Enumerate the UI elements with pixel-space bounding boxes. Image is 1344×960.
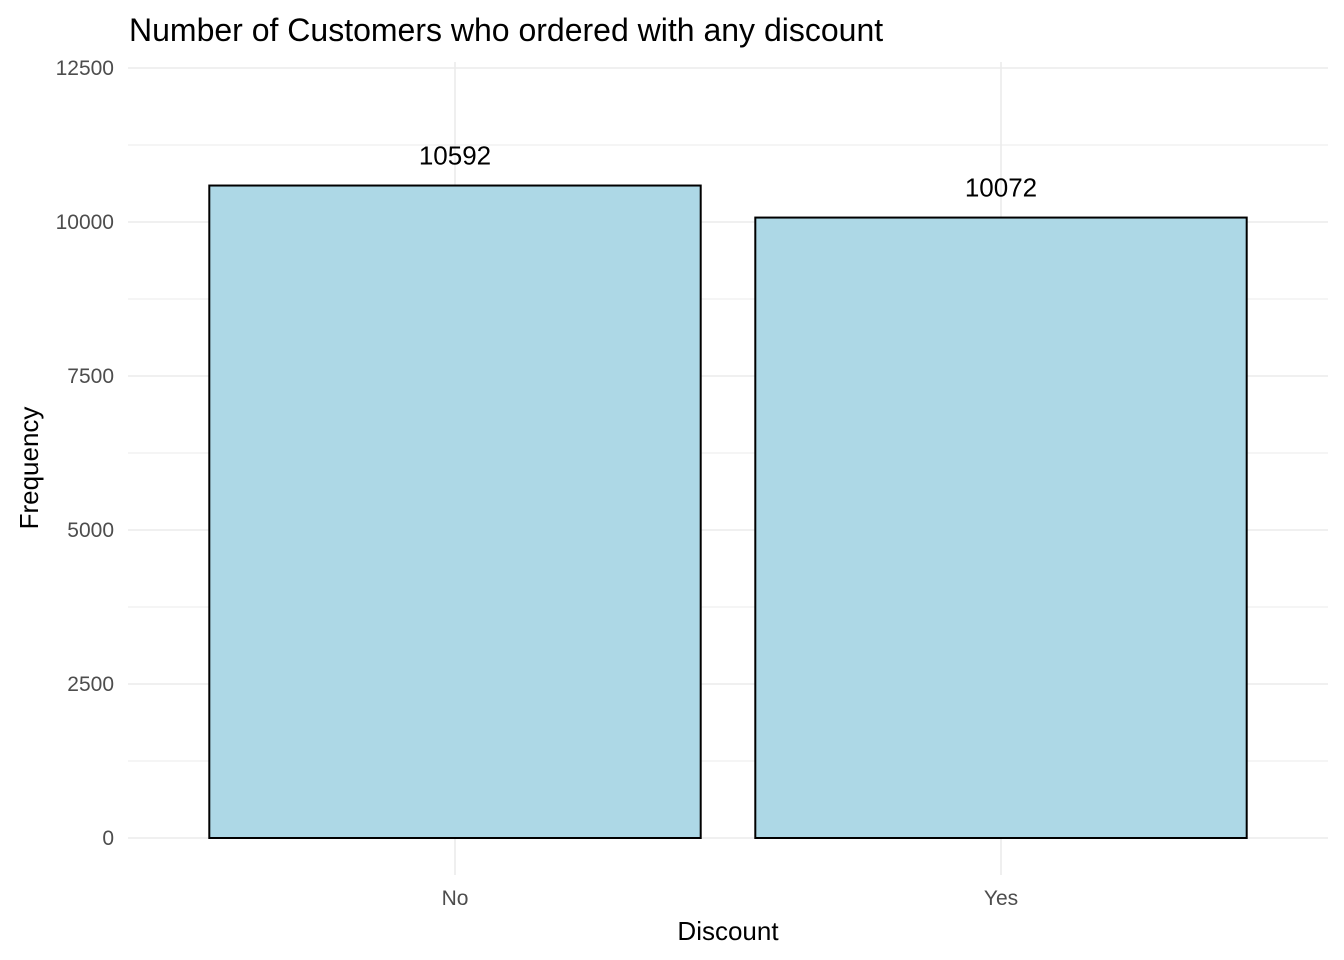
y-tick-label: 2500	[67, 673, 114, 696]
bar-no	[208, 184, 702, 840]
data-label-yes: 10072	[965, 173, 1037, 203]
x-tick-label: No	[442, 887, 469, 910]
y-tick-label: 7500	[67, 365, 114, 388]
bars	[208, 184, 1248, 840]
chart-title: Number of Customers who ordered with any…	[129, 12, 883, 48]
data-label-no: 10592	[419, 141, 491, 171]
y-axis-label: Frequency	[14, 407, 44, 530]
x-axis-label: Discount	[677, 916, 779, 946]
y-tick-label: 5000	[67, 519, 114, 542]
y-tick-label: 0	[102, 827, 114, 850]
bar-yes	[754, 216, 1248, 839]
x-tick-label: Yes	[984, 887, 1018, 910]
y-tick-label: 12500	[56, 57, 114, 80]
y-axis-ticks: 0 2500 5000 7500 10000 12500	[56, 57, 114, 850]
y-tick-label: 10000	[56, 211, 114, 234]
x-axis-ticks: No Yes	[442, 887, 1019, 910]
data-labels: 10592 10072	[419, 141, 1037, 203]
